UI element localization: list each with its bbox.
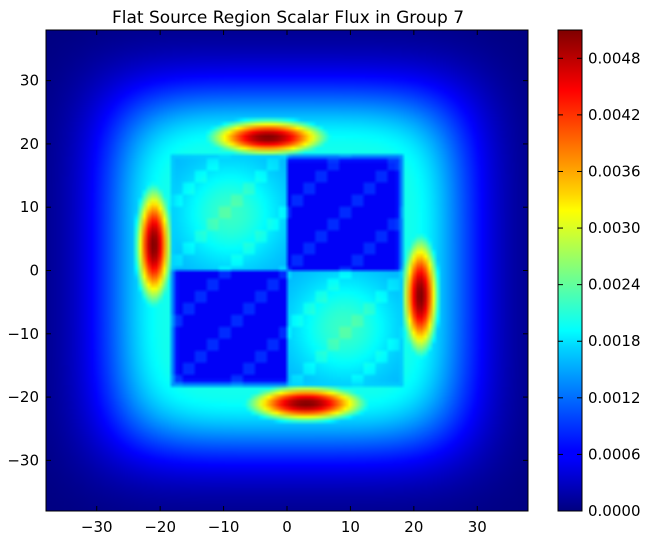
y-tick-label: 30 — [20, 72, 39, 90]
x-tick-label: −10 — [208, 518, 240, 536]
colorbar-tick-label: 0.0024 — [588, 276, 641, 294]
x-tick-label: −20 — [144, 518, 176, 536]
y-tick-label: 20 — [20, 135, 39, 153]
x-tick-label: 30 — [468, 518, 487, 536]
x-axis-ticks: −30 −20 −10 0 10 20 30 — [81, 30, 487, 536]
heatmap-plot: −30 −20 −10 0 10 20 30 30 20 10 0 −10 −20 −30 — [7, 29, 529, 536]
y-tick-label: 10 — [20, 198, 39, 216]
colorbar-tick-label: 0.0018 — [588, 332, 641, 350]
x-tick-label: 20 — [404, 518, 423, 536]
x-tick-label: −30 — [81, 518, 113, 536]
heatmap-image — [46, 30, 528, 511]
y-tick-label: −20 — [7, 388, 39, 406]
y-tick-label: −10 — [7, 325, 39, 343]
y-tick-label: −30 — [7, 451, 39, 469]
colorbar-tick-label: 0.0000 — [588, 502, 641, 520]
colorbar-ticks: 0.0048 0.0042 0.0036 0.0030 0.0024 0.0018 0.00… — [558, 49, 641, 520]
chart-title: Flat Source Region Scalar Flux in Group … — [112, 8, 464, 28]
x-tick-label: 0 — [282, 518, 292, 536]
x-tick-label: 10 — [341, 518, 360, 536]
colorbar-tick-label: 0.0036 — [588, 162, 641, 180]
colorbar-tick-label: 0.0048 — [588, 49, 641, 67]
y-axis-ticks: 30 20 10 0 −10 −20 −30 — [7, 72, 528, 469]
y-tick-label: 0 — [29, 262, 39, 280]
colorbar-tick-label: 0.0042 — [588, 106, 641, 124]
colorbar-tick-label: 0.0030 — [588, 219, 641, 237]
colorbar-tick-label: 0.0006 — [588, 445, 641, 463]
colorbar-tick-label: 0.0012 — [588, 389, 641, 407]
colorbar: 0.0048 0.0042 0.0036 0.0030 0.0024 0.0018 0.00… — [557, 29, 641, 520]
colorbar-frame — [557, 29, 583, 512]
colorbar-gradient — [558, 30, 582, 511]
